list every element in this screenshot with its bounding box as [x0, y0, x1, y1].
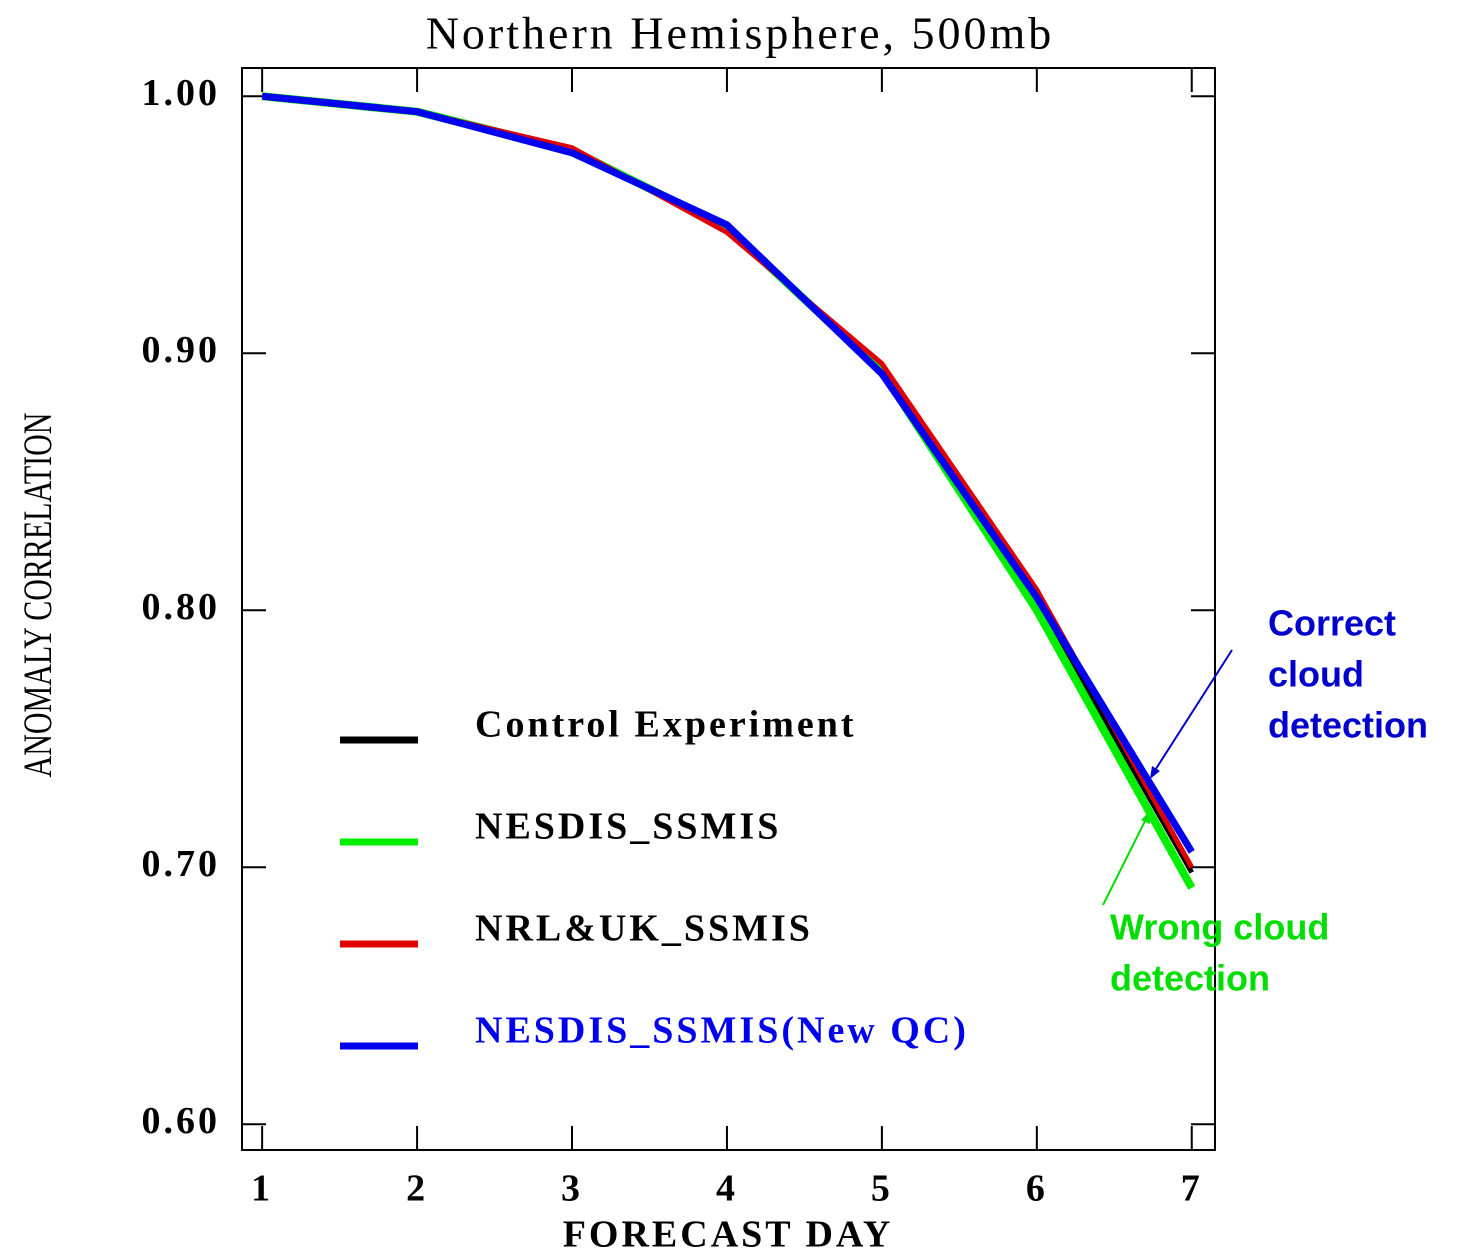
legend-label: NRL&UK_SSMIS — [475, 908, 813, 950]
legend-label: NESDIS_SSMIS — [475, 806, 781, 848]
legend-label: NESDIS_SSMIS(New QC) — [475, 1010, 969, 1052]
x-tick-label: 1 — [251, 1168, 273, 1210]
legend-label: Control Experiment — [475, 704, 857, 746]
plot-frame — [241, 67, 1216, 1151]
x-tick-label: 5 — [871, 1168, 893, 1210]
chart-title: Northern Hemisphere, 500mb — [426, 8, 1055, 59]
series-line — [261, 93, 1194, 874]
annotation-arrowhead — [1150, 766, 1160, 779]
series-line — [261, 92, 1195, 854]
x-tick-label: 7 — [1181, 1168, 1203, 1210]
y-tick-label: 0.80 — [142, 586, 221, 628]
y-tick-label: 1.00 — [142, 72, 221, 114]
annotation: cloud — [1268, 654, 1364, 695]
series-line — [261, 93, 1194, 869]
x-tick-label: 2 — [406, 1168, 428, 1210]
y-tick-label: 0.70 — [142, 843, 221, 885]
y-axis-label: ANOMALY CORRELATION — [15, 413, 60, 778]
x-tick-label: 6 — [1026, 1168, 1048, 1210]
annotation-arrow — [1102, 814, 1149, 906]
annotation-arrow — [1151, 649, 1233, 776]
annotation: detection — [1268, 705, 1428, 746]
annotation: Wrong cloud — [1110, 907, 1329, 948]
y-tick-label: 0.60 — [142, 1100, 221, 1142]
x-axis-label: FORECAST DAY — [563, 1214, 894, 1256]
series-line — [261, 92, 1196, 890]
x-tick-label: 3 — [561, 1168, 583, 1210]
y-tick-label: 0.90 — [142, 329, 221, 371]
x-tick-label: 4 — [716, 1168, 738, 1210]
annotation: detection — [1110, 958, 1270, 999]
annotation: Correct — [1268, 603, 1396, 644]
